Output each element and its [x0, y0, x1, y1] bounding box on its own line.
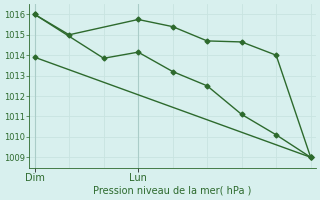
- X-axis label: Pression niveau de la mer( hPa ): Pression niveau de la mer( hPa ): [93, 186, 252, 196]
